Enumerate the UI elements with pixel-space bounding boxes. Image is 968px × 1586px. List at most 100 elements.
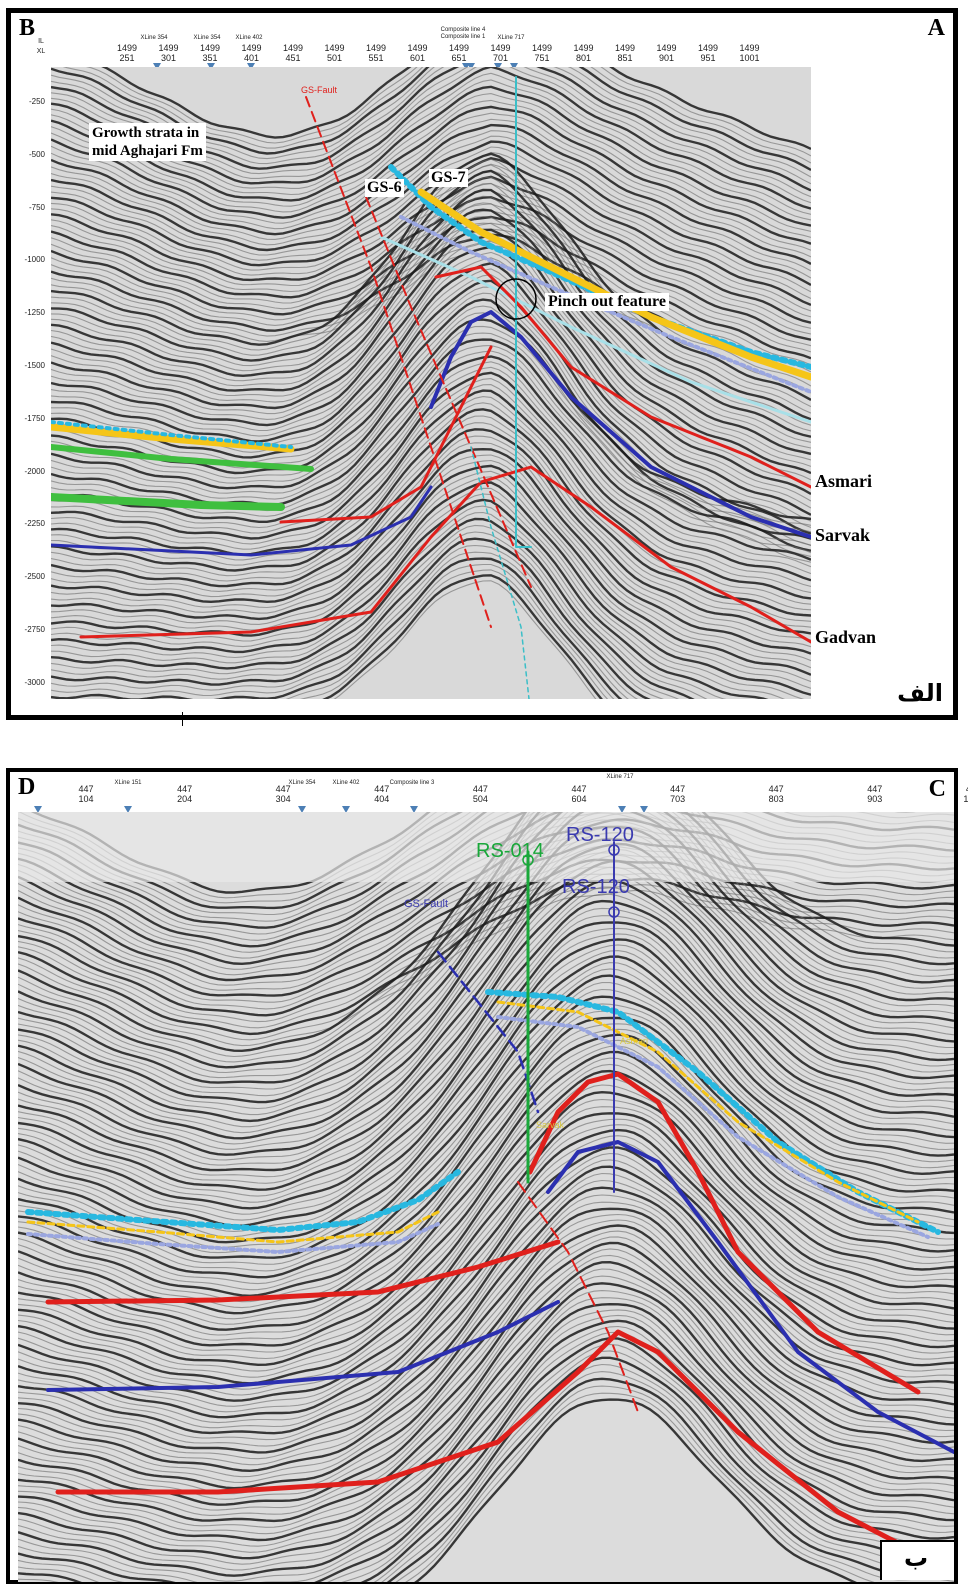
depth-tick: -1000 xyxy=(24,255,45,265)
depth-tick: -500 xyxy=(28,149,45,159)
seismic-reflector xyxy=(18,1336,954,1582)
well-rs120-symbol-2 xyxy=(608,906,620,918)
seismic-reflector xyxy=(51,99,811,238)
column-label: 1499 351 xyxy=(199,43,221,63)
column-label: 1499 851 xyxy=(614,43,636,63)
seismic-reflector xyxy=(51,182,811,432)
column-label: 1499 451 xyxy=(282,43,304,63)
seismic-reflector xyxy=(18,1230,954,1495)
panel-a-corner-left: B xyxy=(19,15,36,41)
seismic-reflector xyxy=(18,890,954,1047)
seismic-reflector xyxy=(51,215,811,360)
seismic-reflector xyxy=(18,944,954,1232)
seismic-reflector xyxy=(51,384,811,594)
seismic-reflector xyxy=(18,1309,954,1565)
seismic-reflector xyxy=(51,215,811,461)
seismic-reflector xyxy=(18,899,954,1191)
horizon-gs6-lilac xyxy=(399,215,811,394)
seismic-reflector xyxy=(51,210,811,353)
xline-marker-label-b: Composite line 3 xyxy=(389,780,435,786)
panel-a-seismic-section: B A IL XL 1499 251 1499 301 1499 351 1499 4… xyxy=(6,8,958,720)
horizon-b-yellow xyxy=(496,1000,920,1224)
column-label: 1499 401 xyxy=(241,43,262,63)
seismic-reflector xyxy=(18,968,954,1254)
column-label: 1499 801 xyxy=(573,43,594,63)
sarvak-small-label: Sarvak xyxy=(536,1120,565,1130)
depth-tick: -2750 xyxy=(24,625,45,634)
xline-marker-label: XLine 717 xyxy=(497,35,525,41)
seismic-reflector xyxy=(18,1356,954,1582)
seismic-reflector xyxy=(51,262,811,516)
seismic-reflector xyxy=(18,1063,954,1341)
xline-marker-label: XLine 402 xyxy=(235,35,263,41)
gs6-label: GS-6 xyxy=(365,179,404,197)
seismic-reflector xyxy=(18,859,954,1156)
seismic-reflector xyxy=(51,105,811,245)
seismic-reflector xyxy=(18,962,954,1248)
seismic-reflector xyxy=(18,812,954,1084)
horizon-gadvan xyxy=(79,465,811,644)
seismic-reflector xyxy=(18,988,954,1272)
gs-fault-label: GS-Fault xyxy=(301,85,338,95)
seismic-reflector xyxy=(51,123,811,265)
seismic-reflector xyxy=(18,955,954,1244)
xline-marker-triangle-b xyxy=(298,806,306,813)
horizon-b-gadvan xyxy=(55,1329,954,1575)
composite-line-trace xyxy=(470,446,530,699)
pinch-out-circle xyxy=(495,278,537,320)
column-label-b: 447 1003 xyxy=(963,784,968,804)
seismic-reflector xyxy=(18,1248,954,1511)
seismic-reflector xyxy=(18,1106,954,1378)
horizon-b-sarvak xyxy=(546,1140,954,1454)
column-label-b: 447 803 xyxy=(768,784,784,804)
seismic-reflector xyxy=(101,67,811,150)
column-label: 1499 551 xyxy=(365,43,387,63)
seismic-reflectors xyxy=(51,67,811,699)
seismic-reflector xyxy=(18,1314,954,1571)
seismic-reflector xyxy=(333,580,597,699)
seismic-reflectors xyxy=(18,812,954,1582)
seismic-reflector xyxy=(405,1392,875,1582)
column-label: 1499 951 xyxy=(697,43,719,63)
xline-marker-label-b: XLine 354 xyxy=(288,780,316,786)
seismic-reflector xyxy=(51,464,811,676)
well-rs014-label: RS-014 xyxy=(476,840,544,862)
seismic-reflector xyxy=(51,531,664,699)
seismic-reflector xyxy=(18,933,954,1221)
column-label: 1499 301 xyxy=(158,43,179,63)
seismic-reflector xyxy=(18,812,916,929)
column-label-b: 447 504 xyxy=(472,784,488,804)
seismic-reflector xyxy=(18,884,954,1041)
well-rs014-symbol xyxy=(522,854,534,866)
column-label-b: 447 404 xyxy=(374,784,390,804)
seismic-reflector xyxy=(18,1350,954,1582)
column-label-b: 447 304 xyxy=(275,784,291,804)
horizon-b-sarvak-left xyxy=(46,1300,560,1392)
seismic-reflector xyxy=(18,1069,954,1347)
column-label-b: 447 604 xyxy=(571,784,587,804)
pinch-out-label: Pinch out feature xyxy=(545,293,669,311)
axis-header: IL XL xyxy=(36,38,46,55)
gadvan-label: Gadvan xyxy=(815,627,877,647)
horizon-sarvak-left xyxy=(51,485,433,557)
depth-tick: -3000 xyxy=(24,677,45,687)
seismic-reflector xyxy=(386,1377,954,1582)
seismic-reflector xyxy=(18,915,954,1203)
column-label: 1499 701 xyxy=(490,43,511,63)
horizon-b-asmari xyxy=(527,1071,921,1395)
xline-marker-triangle xyxy=(494,63,502,70)
seismic-reflector xyxy=(18,1219,954,1483)
seismic-reflector xyxy=(18,1057,954,1336)
seismic-reflector xyxy=(18,1172,954,1441)
seismic-reflector xyxy=(18,1268,954,1528)
seismic-reflector xyxy=(18,812,954,1104)
seismic-reflector xyxy=(51,428,811,635)
seismic-reflector xyxy=(51,279,811,535)
seismic-reflector xyxy=(18,812,954,1074)
horizon-sarvak xyxy=(429,310,811,539)
panel-b-seismic-section: D C 447 104 447 204 447 304 447 404 447 504 4… xyxy=(6,768,968,1584)
seismic-reflector xyxy=(51,447,811,655)
seismic-reflector xyxy=(51,228,811,475)
gs7-label: GS-7 xyxy=(429,169,468,187)
column-label: 1499 651 xyxy=(448,43,470,63)
